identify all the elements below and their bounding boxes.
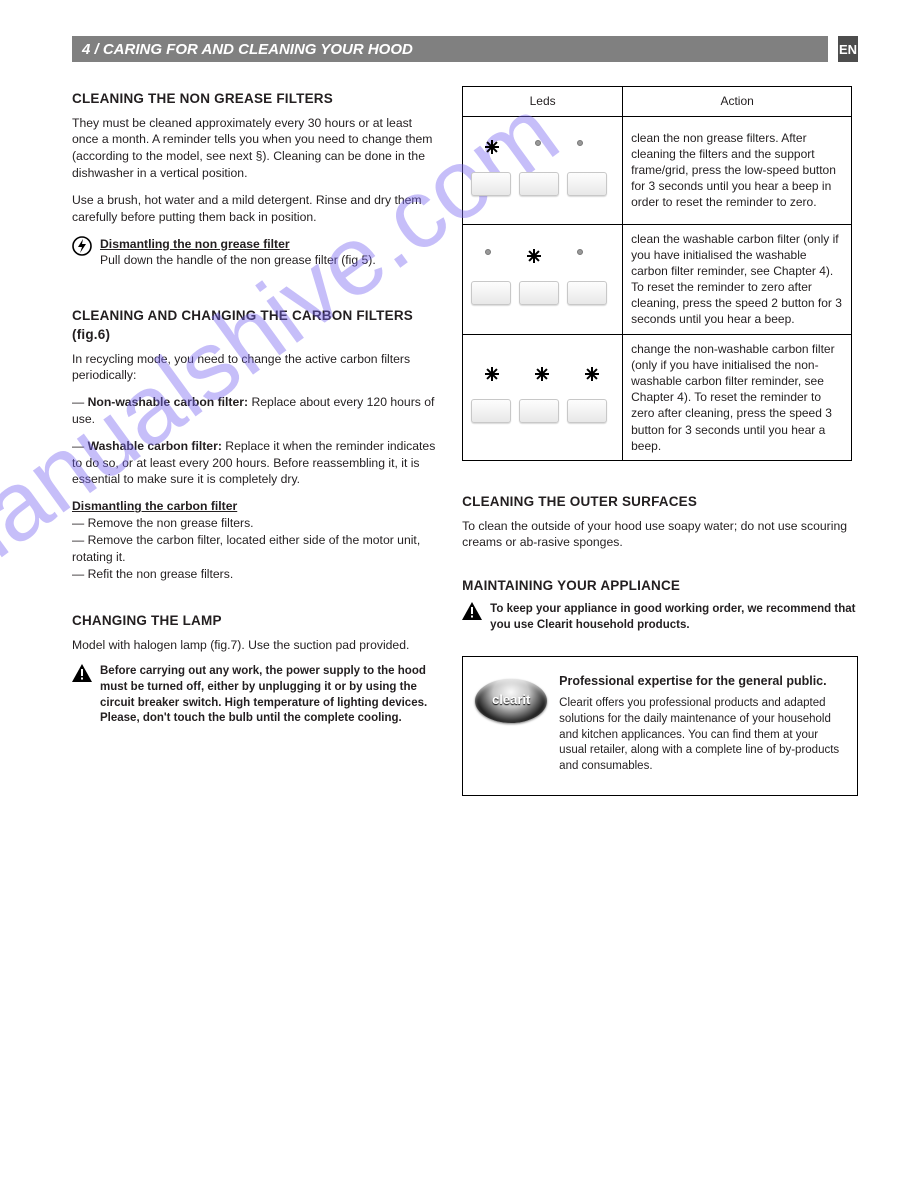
clearit-title: Professional expertise for the general p… [559,673,845,690]
speed-button-2[interactable] [519,281,559,305]
right-column: Leds Action [462,84,858,796]
led-icon-off [577,140,583,146]
header-lang-tab: EN [838,36,858,62]
th-action: Action [623,87,852,117]
p-grease-1: They must be cleaned approximately every… [72,115,436,182]
led-icon-off [577,249,583,255]
dismantle-carbon-2: — Remove the carbon filter, located eith… [72,532,436,566]
li-carbon-2: — Washable carbon filter: Replace it whe… [72,438,436,488]
led-cell-row2 [463,224,623,334]
section-title-grease-filters: CLEANING THE NON GREASE FILTERS [72,90,436,109]
dismantle-grease-block: Dismantling the non grease filter Pull d… [100,236,376,270]
led-icon-lit [485,140,499,154]
clearit-logo: clearit [475,679,547,723]
bolt-icon [72,236,92,256]
clearit-text-block: Professional expertise for the general p… [559,673,845,776]
speed-button-1[interactable] [471,172,511,196]
led-icon-lit [527,249,541,263]
dismantle-grease-text: Pull down the handle of the non grease f… [100,252,376,269]
row2-action-text: clean the washable carbon filter (only i… [623,224,852,334]
header-lang: EN [839,42,857,57]
dismantle-carbon-1: — Remove the non grease filters. [72,515,436,532]
li-carbon-2-label: Washable carbon filter: [88,439,222,453]
led-icon-lit [485,367,499,381]
p-carbon-intro: In recycling mode, you need to change th… [72,351,436,385]
led-cell-row1 [463,116,623,224]
row3-action-text: change the non-washable carbon filter (o… [623,334,852,460]
speed-button-2[interactable] [519,399,559,423]
speed-button-1[interactable] [471,399,511,423]
header-bar: 4 / CARING FOR AND CLEANING YOUR HOOD [72,36,828,62]
section-title-outer: CLEANING THE OUTER SURFACES [462,493,858,512]
p-lamp: Model with halogen lamp (fig.7). Use the… [72,637,436,654]
warning-icon [72,664,92,684]
section-title-carbon: CLEANING AND CHANGING THE CARBON FILTERS… [72,307,436,344]
speed-button-1[interactable] [471,281,511,305]
clearit-body: Clearit offers you professional products… [559,696,845,775]
led-icon-lit [535,367,549,381]
li-carbon-1-label: Non-washable carbon filter: [88,395,249,409]
speed-button-3[interactable] [567,281,607,305]
header-title: 4 / CARING FOR AND CLEANING YOUR HOOD [82,41,413,58]
row1-action-text: clean the non grease filters. After clea… [623,116,852,224]
section-title-lamp: CHANGING THE LAMP [72,612,436,631]
speed-button-3[interactable] [567,172,607,196]
li-carbon-1: — Non-washable carbon filter: Replace ab… [72,394,436,428]
dismantle-carbon-3: — Refit the non grease filters. [72,566,436,583]
left-column: CLEANING THE NON GREASE FILTERS They mus… [72,84,436,796]
led-icon-off [535,140,541,146]
speed-button-3[interactable] [567,399,607,423]
led-icon-lit [585,367,599,381]
dismantle-carbon-label: Dismantling the carbon filter [72,498,436,515]
speed-button-2[interactable] [519,172,559,196]
p-grease-2: Use a brush, hot water and a mild deterg… [72,192,436,226]
warning-icon [462,602,482,622]
th-leds: Leds [463,87,623,117]
p-outer: To clean the outside of your hood use so… [462,518,858,552]
leds-table: Leds Action [462,86,852,461]
lamp-warning-text: Before carrying out any work, the power … [100,664,436,727]
section-title-maintain: MAINTAINING YOUR APPLIANCE [462,577,858,596]
led-cell-row3 [463,334,623,460]
clearit-box: clearit Professional expertise for the g… [462,656,858,796]
maintain-warning-text: To keep your appliance in good working o… [490,602,858,634]
dismantle-grease-label: Dismantling the non grease filter [100,236,376,253]
led-icon-off [485,249,491,255]
